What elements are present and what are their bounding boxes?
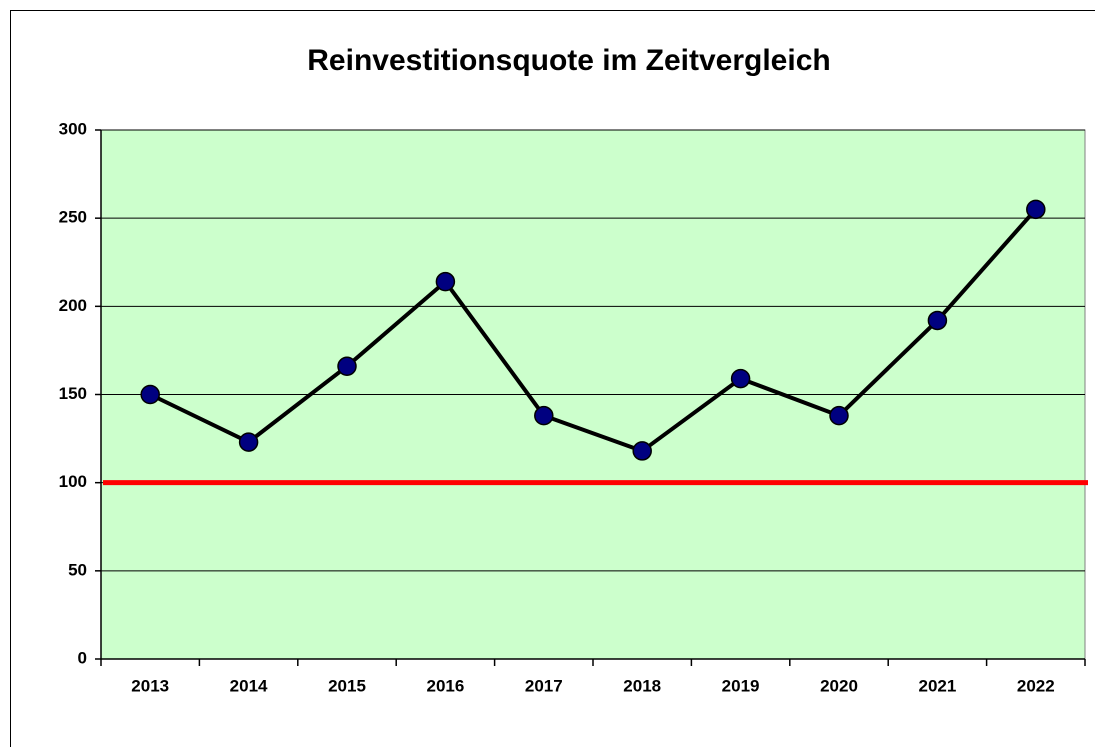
y-tick-label: 100: [59, 472, 87, 491]
data-point: [140, 384, 160, 405]
x-tick-label: 2017: [525, 676, 563, 695]
data-point: [534, 405, 554, 426]
data-point: [238, 432, 259, 452]
data-point: [435, 271, 456, 292]
x-tick-label: 2019: [722, 676, 760, 695]
data-point: [927, 310, 948, 331]
data-point: [1026, 199, 1046, 220]
x-tick-label: 2018: [623, 676, 661, 695]
chart-title: Reinvestitionsquote im Zeitvergleich: [307, 44, 830, 77]
y-tick-label: 300: [59, 119, 87, 138]
y-tick-label: 0: [78, 648, 87, 667]
data-point: [829, 405, 849, 426]
x-tick-label: 2016: [426, 676, 464, 695]
data-line: [149, 208, 1038, 453]
x-tick-label: 2015: [328, 676, 366, 695]
x-tick-label: 2021: [918, 676, 956, 695]
x-tick-label: 2013: [131, 676, 169, 695]
y-tick-label: 200: [59, 296, 87, 315]
y-tick-label: 50: [68, 560, 87, 579]
x-tick-label: 2020: [820, 676, 858, 695]
x-tick-label: 2022: [1017, 676, 1055, 695]
data-point: [730, 368, 751, 389]
data-point: [632, 441, 652, 461]
y-tick-label: 250: [59, 208, 87, 227]
data-point: [337, 356, 357, 377]
y-tick-label: 150: [59, 384, 87, 403]
x-tick-label: 2014: [230, 676, 268, 695]
